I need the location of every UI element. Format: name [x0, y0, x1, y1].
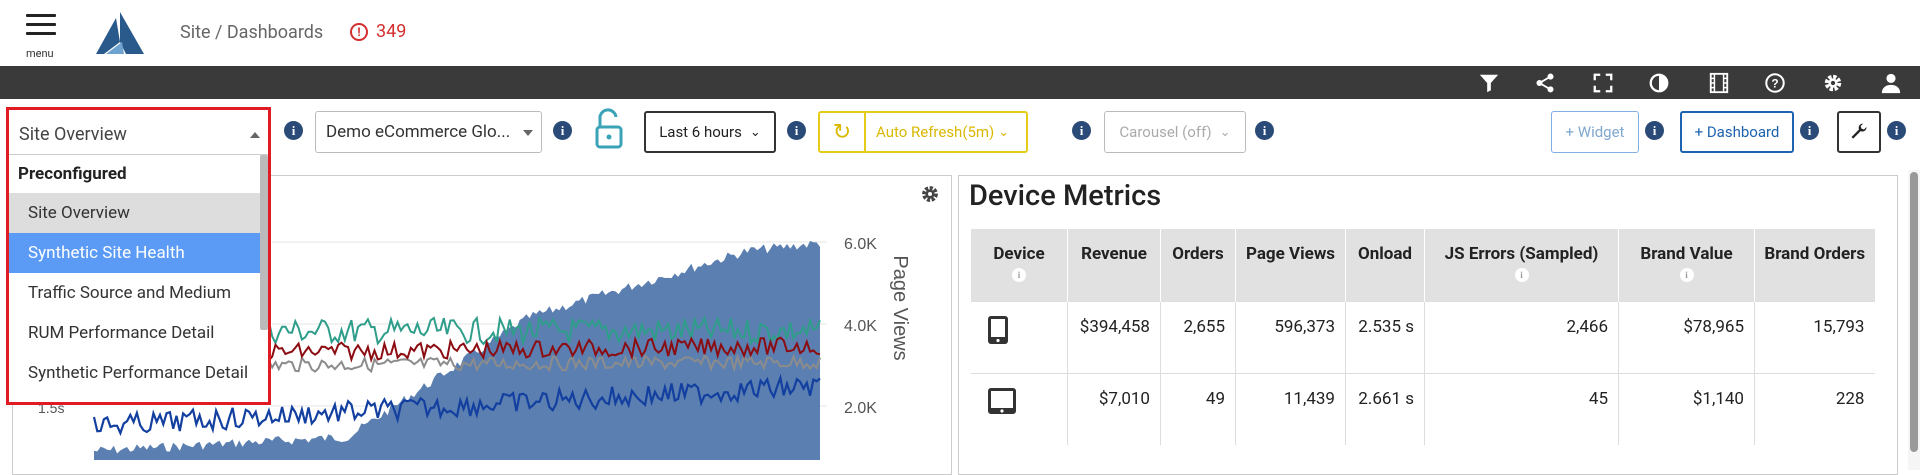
add-dashboard-button[interactable]: + Dashboard: [1680, 111, 1794, 153]
caret-up-icon: [250, 132, 260, 138]
wrench-info-icon[interactable]: i: [1887, 121, 1906, 140]
axis-tick-4k: 4.0K: [844, 318, 877, 335]
table-row[interactable]: $7,010 49 11,439 2.661 s 45 $1,140 228: [970, 372, 1875, 445]
col-page-views[interactable]: Page Views: [1235, 229, 1346, 301]
alert-count: 349: [376, 21, 407, 42]
cell-revenue: $394,458: [1067, 300, 1161, 373]
page-views-area: [94, 240, 820, 460]
dropdown-item-synthetic-performance[interactable]: Synthetic Performance Detail: [28, 363, 249, 383]
cell-js-errors: 45: [1424, 372, 1619, 445]
device-metrics-table: Device i Revenue Orders Page Views Onload…: [970, 229, 1875, 445]
device-metrics-title: Device Metrics: [969, 179, 1162, 213]
dropdown-group-label: Preconfigured: [18, 164, 127, 184]
dashboard-add-info-icon[interactable]: i: [1800, 121, 1819, 140]
cell-brand-value: $1,140: [1618, 372, 1755, 445]
dropdown-item-site-overview[interactable]: Site Overview: [9, 193, 268, 233]
cell-page-views: 596,373: [1235, 300, 1346, 373]
dashboard-info-icon[interactable]: i: [284, 121, 303, 140]
refresh-info-icon[interactable]: i: [1072, 121, 1091, 140]
col-onload[interactable]: Onload: [1345, 229, 1425, 301]
panel-scrollbar[interactable]: [1908, 170, 1920, 470]
info-icon[interactable]: i: [1514, 268, 1529, 282]
dropdown-item-synthetic-site-health[interactable]: Synthetic Site Health: [9, 233, 268, 273]
time-info-icon[interactable]: i: [787, 121, 806, 140]
app-select[interactable]: Demo eCommerce Glo...: [315, 111, 542, 153]
col-js-errors[interactable]: JS Errors (Sampled) i: [1424, 229, 1619, 301]
wrench-icon: [1851, 123, 1867, 139]
chevron-down-icon: ⌄: [749, 124, 761, 140]
contrast-icon[interactable]: [1648, 72, 1670, 94]
info-icon[interactable]: i: [1012, 268, 1026, 282]
settings-wrench-button[interactable]: [1837, 111, 1881, 153]
breadcrumb[interactable]: Site / Dashboards: [180, 22, 324, 43]
help-icon[interactable]: ?: [1764, 72, 1786, 94]
cell-orders: 49: [1160, 372, 1236, 445]
cell-brand-value: $78,965: [1618, 300, 1755, 373]
chevron-down-icon: ⌄: [1219, 124, 1231, 140]
dashboard-toolbar: i Demo eCommerce Glo... i Last 6 hours ⌄…: [0, 99, 1920, 165]
col-brand-value[interactable]: Brand Value i: [1618, 229, 1755, 301]
cell-brand-orders: 228: [1754, 372, 1875, 445]
fullscreen-icon[interactable]: [1592, 72, 1614, 94]
table-header-row: Device i Revenue Orders Page Views Onload…: [970, 229, 1875, 301]
col-orders[interactable]: Orders: [1160, 229, 1236, 301]
dashboard-select[interactable]: Site Overview: [9, 110, 268, 155]
cell-onload: 2.661 s: [1345, 372, 1425, 445]
cell-onload: 2.535 s: [1345, 300, 1425, 373]
dropdown-item-rum-performance[interactable]: RUM Performance Detail: [28, 323, 215, 343]
col-revenue[interactable]: Revenue: [1067, 229, 1161, 301]
auto-refresh-select[interactable]: Auto Refresh(5m): [876, 123, 995, 141]
share-icon[interactable]: [1534, 72, 1556, 94]
chart-gear-icon[interactable]: [920, 184, 940, 204]
dropdown-scrollbar[interactable]: [260, 155, 268, 330]
user-icon[interactable]: [1880, 72, 1902, 94]
table-row[interactable]: $394,458 2,655 596,373 2.535 s 2,466 $78…: [970, 300, 1875, 373]
dashboard-select-dropdown[interactable]: Site Overview Preconfigured Site Overvie…: [6, 107, 271, 405]
right-axis-label: Page Views: [889, 255, 911, 360]
dropdown-list: Preconfigured Site Overview Synthetic Si…: [9, 155, 268, 393]
axis-tick-2k: 2.0K: [844, 400, 877, 417]
cell-js-errors: 2,466: [1424, 300, 1619, 373]
col-device[interactable]: Device i: [970, 229, 1068, 301]
menu-icon[interactable]: [26, 14, 56, 41]
auto-refresh-control[interactable]: ↻ Auto Refresh(5m) ⌄: [818, 111, 1028, 153]
axis-tick-6k: 6.0K: [844, 236, 877, 253]
svg-text:?: ?: [1771, 77, 1778, 91]
carousel-select[interactable]: Carousel (off) ⌄: [1104, 111, 1246, 153]
cell-brand-orders: 15,793: [1754, 300, 1875, 373]
cell-revenue: $7,010: [1067, 372, 1161, 445]
film-icon[interactable]: [1708, 72, 1730, 94]
filter-icon[interactable]: [1478, 72, 1500, 94]
refresh-icon[interactable]: ↻: [820, 113, 866, 151]
cell-orders: 2,655: [1160, 300, 1236, 373]
time-range-select[interactable]: Last 6 hours ⌄: [644, 111, 776, 153]
col-brand-orders[interactable]: Brand Orders: [1754, 229, 1875, 301]
action-bar: ?: [0, 66, 1920, 99]
carousel-info-icon[interactable]: i: [1255, 121, 1274, 140]
gear-icon[interactable]: [1822, 72, 1844, 94]
menu-label[interactable]: menu: [26, 47, 54, 60]
alert-badge[interactable]: ! 349: [350, 21, 406, 42]
info-icon[interactable]: i: [1679, 268, 1694, 282]
add-widget-button[interactable]: + Widget: [1551, 111, 1639, 153]
phone-icon: [987, 315, 1008, 344]
dropdown-item-traffic-source[interactable]: Traffic Source and Medium: [28, 283, 232, 303]
alert-icon: !: [350, 22, 368, 41]
logo-icon[interactable]: [96, 12, 144, 56]
top-bar: menu Site / Dashboards ! 349: [0, 0, 1920, 66]
unlock-icon[interactable]: [594, 107, 624, 151]
chevron-down-icon: ⌄: [998, 124, 1010, 140]
series-line-blue: [92, 373, 821, 437]
cell-page-views: 11,439: [1235, 372, 1346, 445]
tablet-icon: [987, 387, 1016, 414]
app-info-icon[interactable]: i: [553, 121, 572, 140]
widget-info-icon[interactable]: i: [1645, 121, 1664, 140]
